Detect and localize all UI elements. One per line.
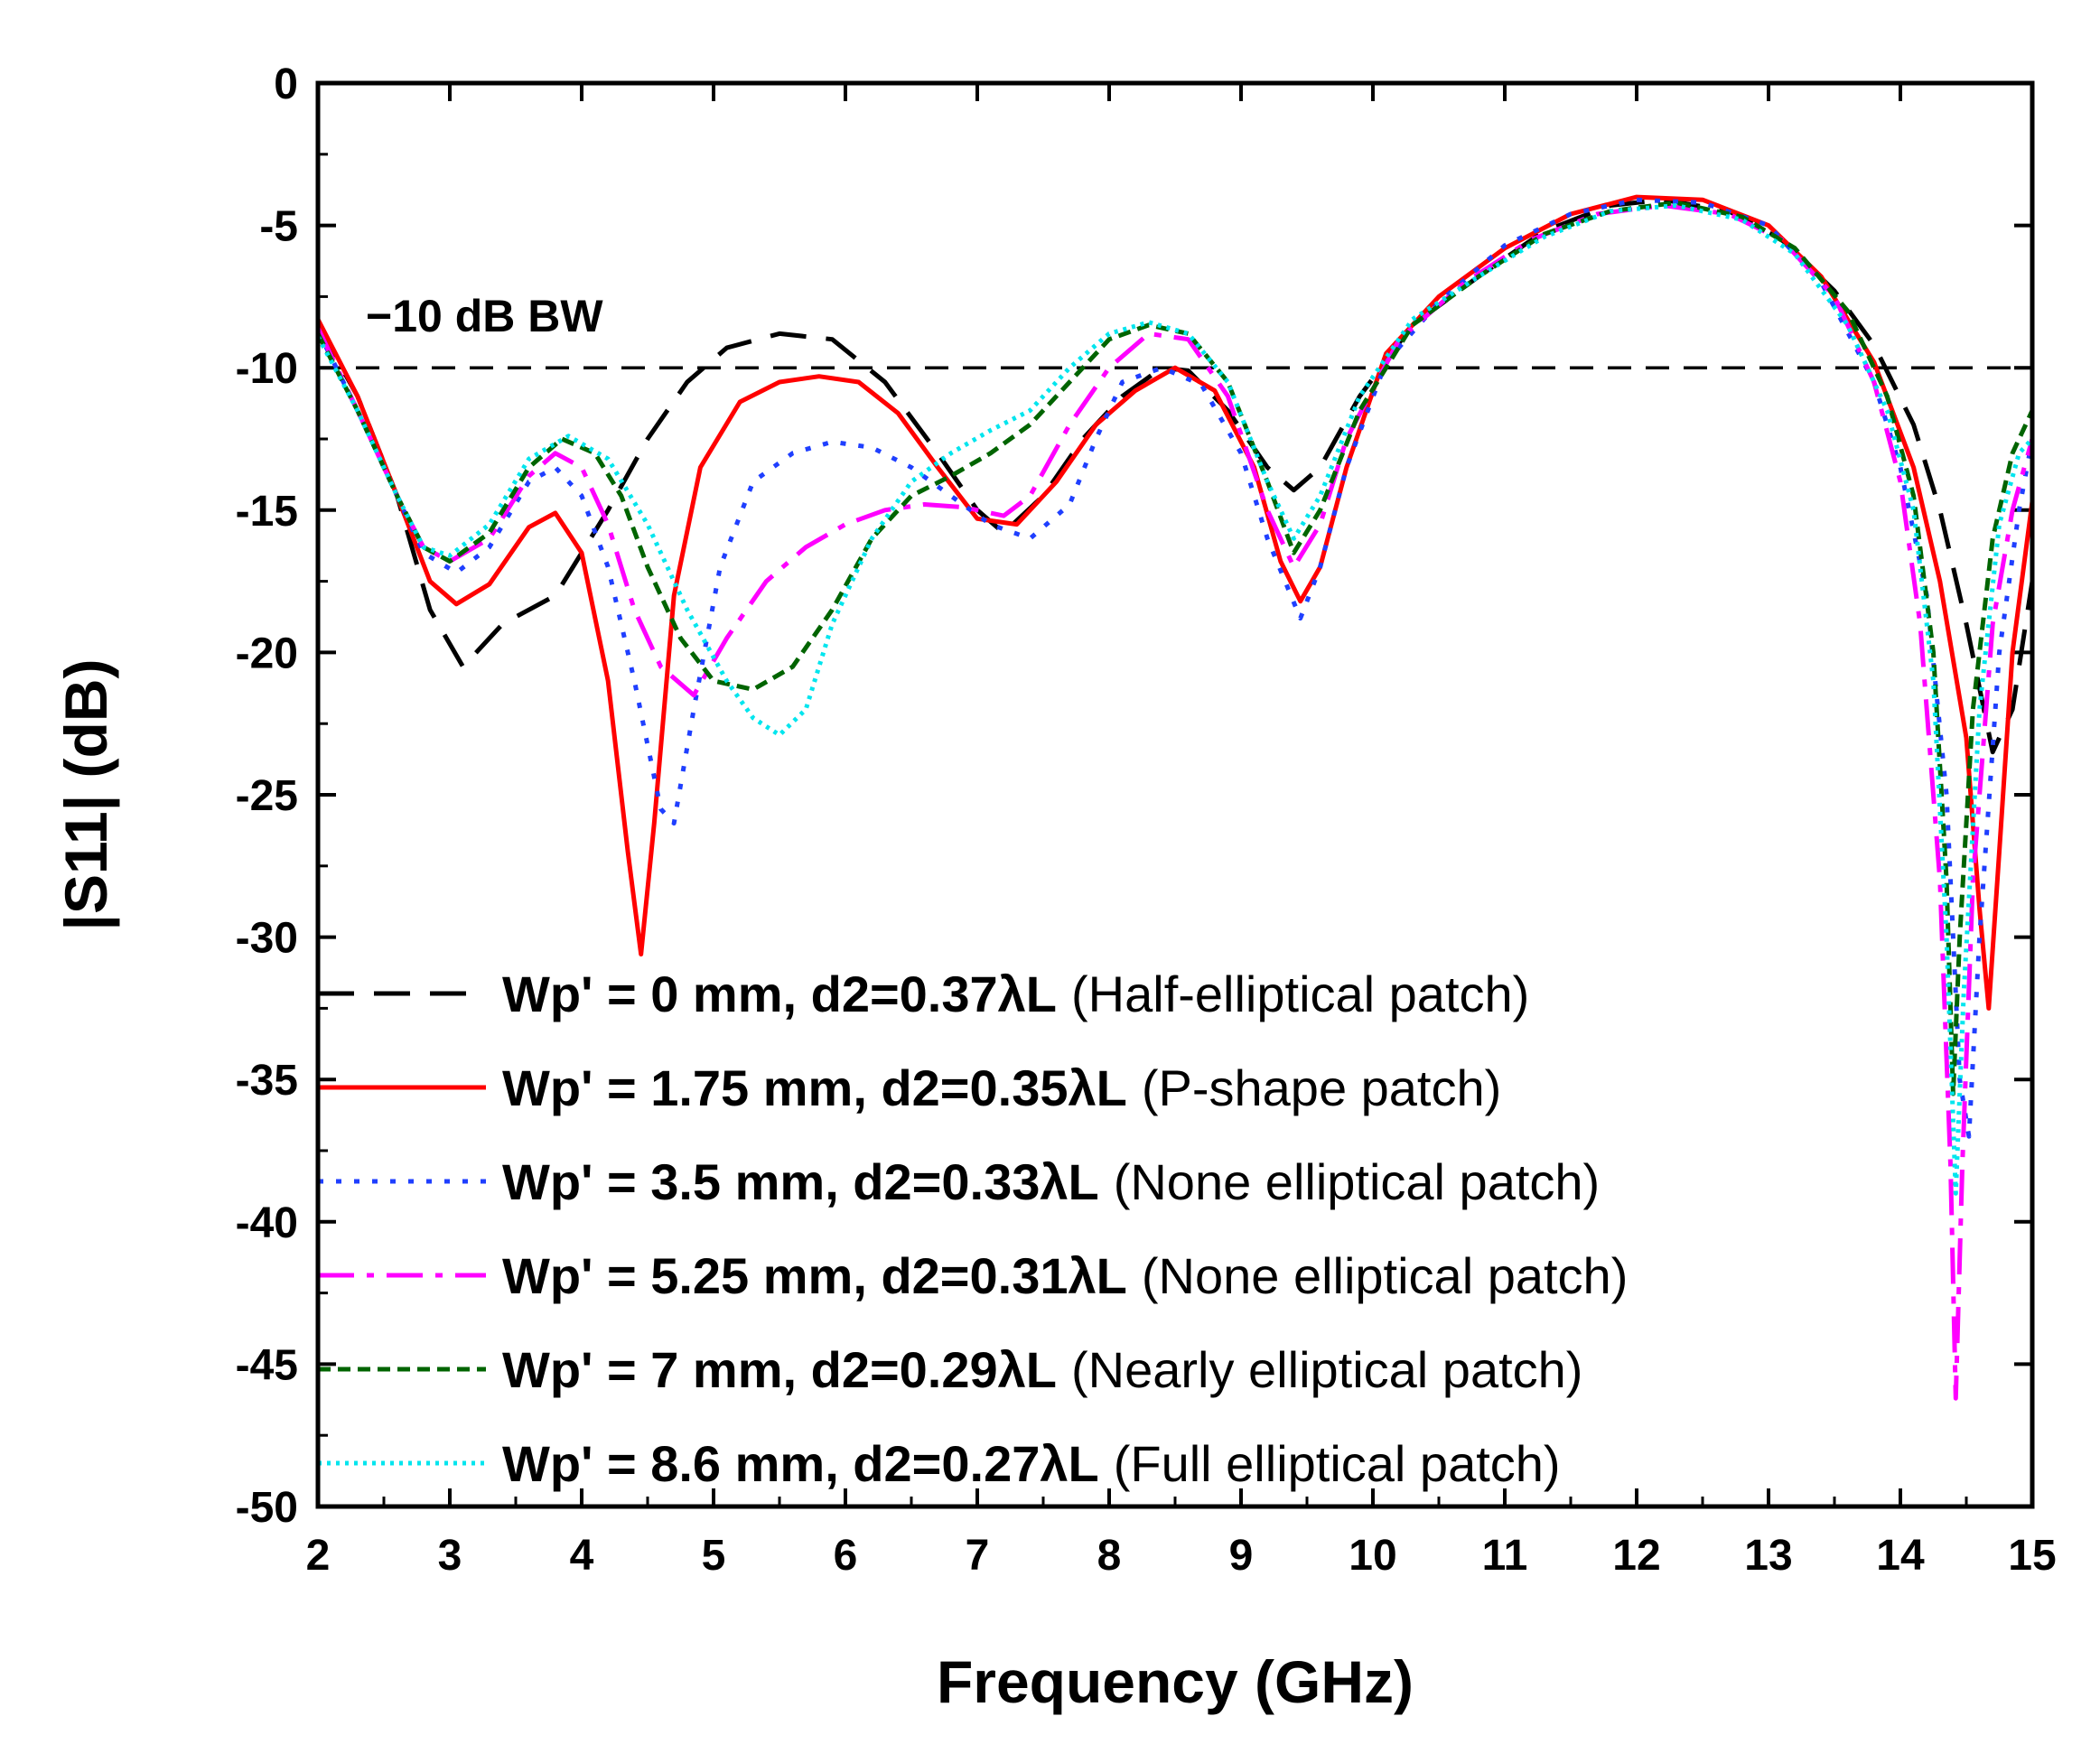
legend: Wp' = 0 mm, d2=0.37λL (Half-elliptical pa…	[318, 965, 1628, 1492]
legend-label-desc: (None elliptical patch)	[1142, 1247, 1628, 1304]
plot-frame	[315, 80, 2035, 1509]
y-tick-label: -25	[236, 772, 298, 820]
series-line-5	[315, 203, 2034, 1196]
x-tick-label: 11	[1482, 1532, 1528, 1580]
legend-label-main: Wp' = 5.25 mm, d2=0.31λL	[502, 1247, 1127, 1304]
legend-label-desc: (P-shape patch)	[1142, 1059, 1501, 1116]
y-tick-label: -40	[236, 1199, 298, 1247]
x-tick-label: 4	[570, 1532, 594, 1580]
legend-label-main: Wp' = 8.6 mm, d2=0.27λL	[502, 1435, 1099, 1492]
x-tick-labels: 2 3 4 5 6 7 8 9 10 11 12 13 14 15	[306, 1532, 2057, 1580]
y-tick-label: -5	[259, 203, 298, 251]
legend-label-main: Wp' = 3.5 mm, d2=0.33λL	[502, 1153, 1099, 1210]
y-axis-label: |S11| (dB)	[52, 659, 121, 931]
x-tick-label: 5	[702, 1532, 726, 1580]
x-tick-label: 12	[1612, 1532, 1660, 1580]
x-tick-label: 3	[438, 1532, 462, 1580]
x-tick-label: 7	[966, 1532, 990, 1580]
legend-label-desc: (Nearly elliptical patch)	[1071, 1341, 1582, 1398]
x-tick-label: 2	[306, 1532, 331, 1580]
legend-label-main: Wp' = 0 mm, d2=0.37λL	[502, 965, 1057, 1022]
x-tick-label: 8	[1097, 1532, 1122, 1580]
legend-label-desc: (Full elliptical patch)	[1114, 1435, 1561, 1492]
legend-label-1: Wp' = 1.75 mm, d2=0.35λL (P-shape patch)	[502, 1059, 1501, 1116]
x-tick-label: 10	[1349, 1532, 1396, 1580]
series-line-2	[315, 197, 2035, 1139]
x-tick-label: 15	[2008, 1532, 2056, 1580]
reference-line-label: −10 dB BW	[366, 291, 603, 341]
y-tick-label: -35	[236, 1057, 298, 1105]
y-tick-label: -45	[236, 1341, 298, 1389]
legend-label-main: Wp' = 7 mm, d2=0.29λL	[502, 1341, 1057, 1398]
legend-label-4: Wp' = 7 mm, d2=0.29λL (Nearly elliptical …	[502, 1341, 1582, 1398]
legend-label-desc: (None elliptical patch)	[1114, 1153, 1600, 1210]
y-tick-label: 0	[274, 61, 298, 108]
x-tick-label: 14	[1876, 1532, 1925, 1580]
x-tick-label: 13	[1744, 1532, 1792, 1580]
x-tick-label: 6	[834, 1532, 858, 1580]
y-tick-label: -50	[236, 1484, 298, 1532]
y-tick-label: -15	[236, 488, 298, 536]
y-tick-label: -10	[236, 345, 298, 393]
legend-label-3: Wp' = 5.25 mm, d2=0.31λL (None elliptical…	[502, 1247, 1628, 1304]
legend-label-main: Wp' = 1.75 mm, d2=0.35λL	[502, 1059, 1127, 1116]
series-lines	[315, 194, 2035, 1401]
y-tick-label: -20	[236, 630, 298, 677]
legend-label-desc: (Half-elliptical patch)	[1071, 965, 1529, 1022]
x-axis-label: Frequency (GHz)	[937, 1648, 1414, 1715]
x-tick-label: 9	[1229, 1532, 1254, 1580]
y-tick-label: -30	[236, 915, 298, 963]
legend-label-5: Wp' = 8.6 mm, d2=0.27λL (Full elliptical …	[502, 1435, 1561, 1492]
legend-label-0: Wp' = 0 mm, d2=0.37λL (Half-elliptical pa…	[502, 965, 1529, 1022]
y-tick-labels: 0 -5 -10 -15 -20 -25 -30 -35 -40 -45 -50	[236, 61, 298, 1532]
legend-label-2: Wp' = 3.5 mm, d2=0.33λL (None elliptical …	[502, 1153, 1600, 1210]
